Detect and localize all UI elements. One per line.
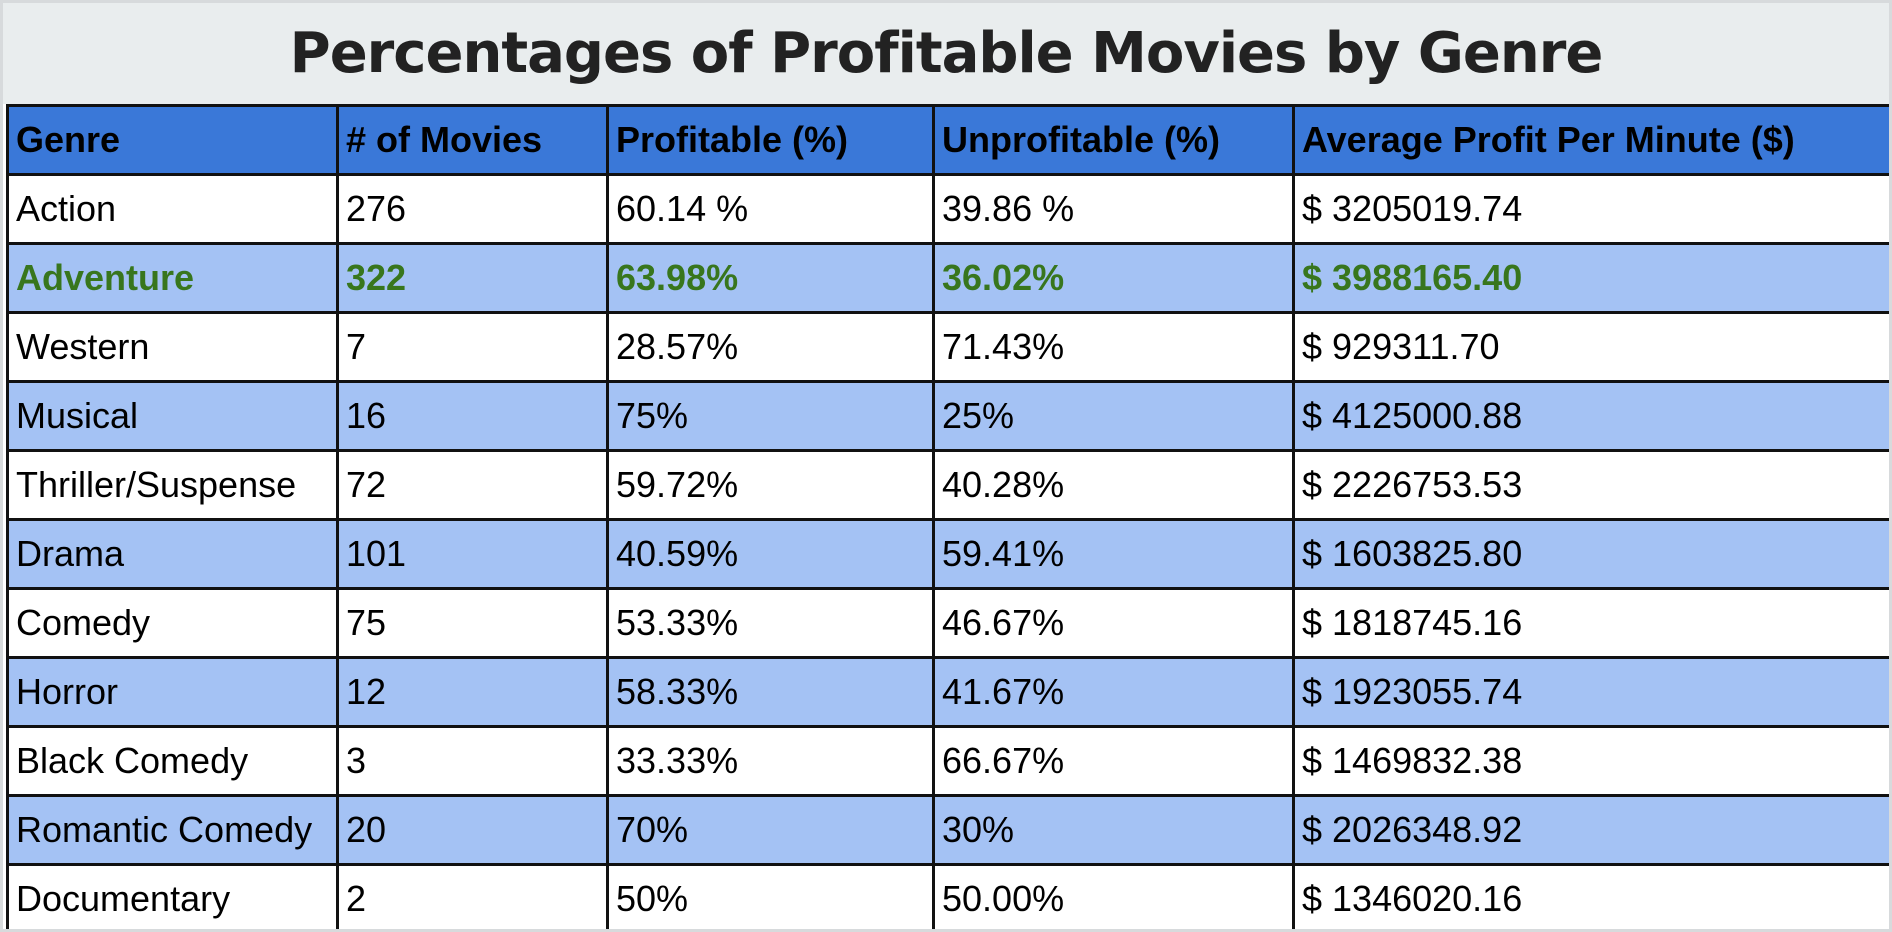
cell-profitable-pct: 50%: [606, 863, 935, 929]
cell-movie-count: 3: [336, 725, 609, 797]
cell-movie-count: 322: [336, 242, 609, 314]
column-header-genre: Genre: [6, 104, 339, 176]
cell-genre: Western: [6, 311, 339, 383]
cell-avg-profit-per-minute: $ 929311.70: [1292, 311, 1889, 383]
cell-profitable-pct: 63.98%: [606, 242, 935, 314]
table-title: Percentages of Profitable Movies by Genr…: [289, 21, 1604, 86]
table-header-row: Genre # of Movies Profitable (%) Unprofitab…: [6, 104, 1889, 176]
cell-movie-count: 16: [336, 380, 609, 452]
cell-genre: Musical: [6, 380, 339, 452]
cell-movie-count: 12: [336, 656, 609, 728]
cell-avg-profit-per-minute: $ 1469832.38: [1292, 725, 1889, 797]
cell-avg-profit-per-minute: $ 2026348.92: [1292, 794, 1889, 866]
cell-profitable-pct: 59.72%: [606, 449, 935, 521]
cell-unprofitable-pct: 41.67%: [932, 656, 1295, 728]
cell-avg-profit-per-minute: $ 1818745.16: [1292, 587, 1889, 659]
cell-unprofitable-pct: 59.41%: [932, 518, 1295, 590]
table-row: Documentary 2 50% 50.00% $ 1346020.16: [6, 863, 1889, 929]
cell-unprofitable-pct: 66.67%: [932, 725, 1295, 797]
cell-unprofitable-pct: 46.67%: [932, 587, 1295, 659]
cell-genre: Thriller/Suspense: [6, 449, 339, 521]
cell-movie-count: 2: [336, 863, 609, 929]
cell-unprofitable-pct: 39.86 %: [932, 173, 1295, 245]
cell-unprofitable-pct: 50.00%: [932, 863, 1295, 929]
cell-genre: Black Comedy: [6, 725, 339, 797]
cell-unprofitable-pct: 25%: [932, 380, 1295, 452]
column-header-profitable-pct: Profitable (%): [606, 104, 935, 176]
cell-genre: Drama: [6, 518, 339, 590]
column-header-unprofitable-pct: Unprofitable (%): [932, 104, 1295, 176]
cell-unprofitable-pct: 71.43%: [932, 311, 1295, 383]
cell-movie-count: 276: [336, 173, 609, 245]
cell-avg-profit-per-minute: $ 2226753.53: [1292, 449, 1889, 521]
cell-unprofitable-pct: 36.02%: [932, 242, 1295, 314]
cell-avg-profit-per-minute: $ 3205019.74: [1292, 173, 1889, 245]
table-row: Action 276 60.14 % 39.86 % $ 3205019.74: [6, 173, 1889, 245]
cell-movie-count: 72: [336, 449, 609, 521]
table-row: Western 7 28.57% 71.43% $ 929311.70: [6, 311, 1889, 383]
cell-genre: Comedy: [6, 587, 339, 659]
cell-movie-count: 20: [336, 794, 609, 866]
cell-profitable-pct: 28.57%: [606, 311, 935, 383]
column-header-movie-count: # of Movies: [336, 104, 609, 176]
table-row: Drama 101 40.59% 59.41% $ 1603825.80: [6, 518, 1889, 590]
column-header-avg-profit-per-minute: Average Profit Per Minute ($): [1292, 104, 1889, 176]
cell-movie-count: 75: [336, 587, 609, 659]
cell-profitable-pct: 53.33%: [606, 587, 935, 659]
cell-profitable-pct: 58.33%: [606, 656, 935, 728]
cell-profitable-pct: 75%: [606, 380, 935, 452]
cell-genre: Horror: [6, 656, 339, 728]
cell-movie-count: 101: [336, 518, 609, 590]
cell-avg-profit-per-minute: $ 4125000.88: [1292, 380, 1889, 452]
cell-movie-count: 7: [336, 311, 609, 383]
cell-genre: Adventure: [6, 242, 339, 314]
cell-avg-profit-per-minute: $ 1923055.74: [1292, 656, 1889, 728]
cell-unprofitable-pct: 40.28%: [932, 449, 1295, 521]
title-bar: Percentages of Profitable Movies by Genr…: [3, 3, 1889, 104]
table-row: Horror 12 58.33% 41.67% $ 1923055.74: [6, 656, 1889, 728]
table-row: Adventure 322 63.98% 36.02% $ 3988165.40: [6, 242, 1889, 314]
table-row: Black Comedy 3 33.33% 66.67% $ 1469832.38: [6, 725, 1889, 797]
table-body: Action 276 60.14 % 39.86 % $ 3205019.74 Adven…: [6, 173, 1889, 929]
cell-genre: Romantic Comedy: [6, 794, 339, 866]
cell-avg-profit-per-minute: $ 1603825.80: [1292, 518, 1889, 590]
cell-avg-profit-per-minute: $ 1346020.16: [1292, 863, 1889, 929]
cell-genre: Action: [6, 173, 339, 245]
table-row: Thriller/Suspense 72 59.72% 40.28% $ 2226753…: [6, 449, 1889, 521]
cell-genre: Documentary: [6, 863, 339, 929]
data-table: Genre # of Movies Profitable (%) Unprofitab…: [6, 104, 1889, 929]
cell-profitable-pct: 33.33%: [606, 725, 935, 797]
cell-profitable-pct: 70%: [606, 794, 935, 866]
cell-profitable-pct: 60.14 %: [606, 173, 935, 245]
cell-profitable-pct: 40.59%: [606, 518, 935, 590]
table-row: Comedy 75 53.33% 46.67% $ 1818745.16: [6, 587, 1889, 659]
table-row: Romantic Comedy 20 70% 30% $ 2026348.92: [6, 794, 1889, 866]
table-row: Musical 16 75% 25% $ 4125000.88: [6, 380, 1889, 452]
cell-avg-profit-per-minute: $ 3988165.40: [1292, 242, 1889, 314]
cell-unprofitable-pct: 30%: [932, 794, 1295, 866]
